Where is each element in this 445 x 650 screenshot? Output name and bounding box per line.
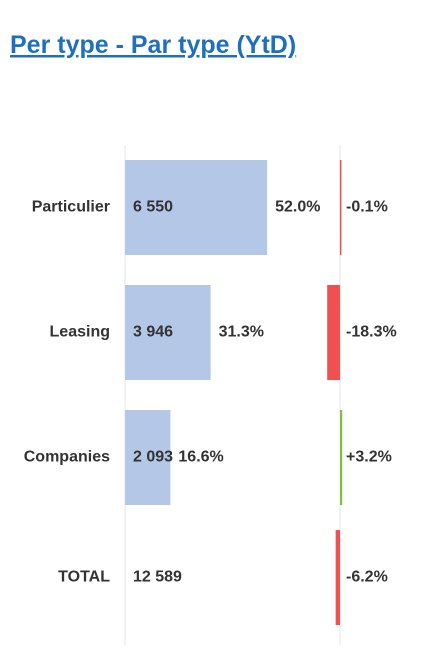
change-label: +3.2% bbox=[346, 449, 392, 466]
chart-title: Per type - Par type (YtD) bbox=[10, 31, 296, 59]
bar bbox=[125, 410, 171, 505]
value-label: 3 946 bbox=[133, 324, 173, 341]
category-label: Companies bbox=[24, 449, 110, 466]
value-label: 2 093 bbox=[133, 449, 173, 466]
share-label: 52.0% bbox=[275, 199, 320, 216]
value-label: 6 550 bbox=[133, 199, 173, 216]
change-label: -6.2% bbox=[346, 569, 388, 586]
category-label: Particulier bbox=[32, 199, 110, 216]
change-bar bbox=[340, 410, 343, 505]
change-bar bbox=[335, 530, 340, 625]
category-label: Leasing bbox=[50, 324, 110, 341]
bar bbox=[125, 160, 268, 255]
share-label: 31.3% bbox=[219, 324, 264, 341]
change-label: -0.1% bbox=[346, 199, 388, 216]
change-bar bbox=[339, 160, 342, 255]
change-label: -18.3% bbox=[346, 324, 397, 341]
total-value: 12 589 bbox=[133, 569, 182, 586]
total-label: TOTAL bbox=[58, 569, 110, 586]
change-bar bbox=[327, 285, 340, 380]
bar bbox=[125, 285, 211, 380]
share-label: 16.6% bbox=[178, 449, 223, 466]
